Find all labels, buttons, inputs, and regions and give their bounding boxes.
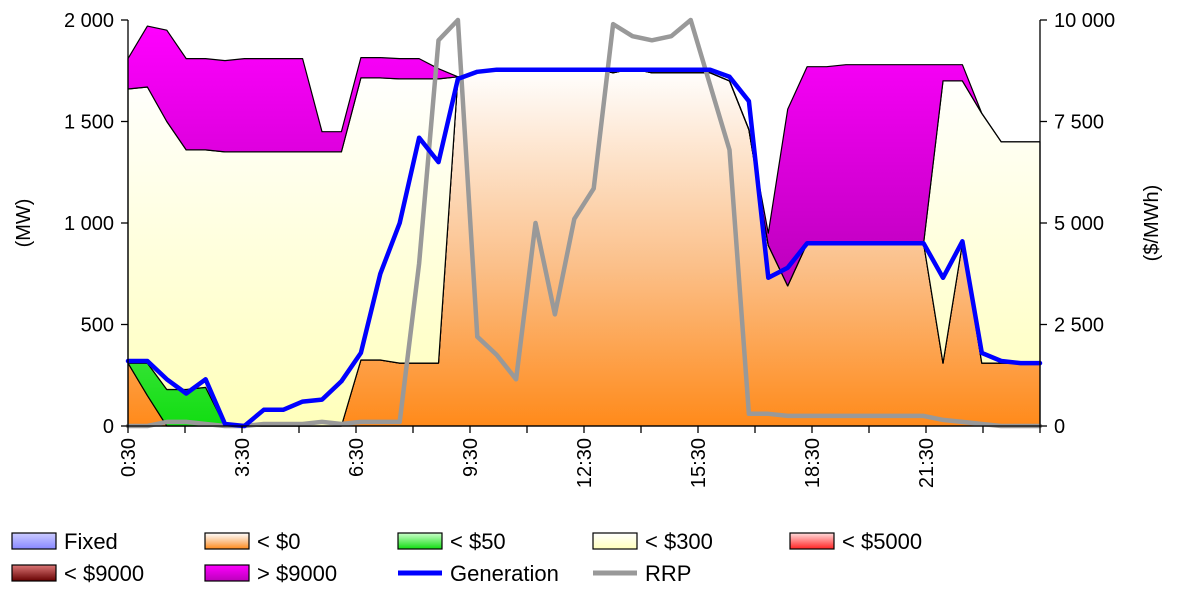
line-rrp	[125, 17, 1043, 429]
legend-item-lt-9000: < $9000	[11, 561, 144, 586]
y-tick-label-left: 2 000	[64, 10, 114, 32]
legend-label: Generation	[450, 561, 559, 586]
legend-swatch	[204, 532, 250, 550]
legend-item-lt-50: < $50	[397, 529, 506, 554]
legend-label: < $0	[257, 529, 300, 554]
x-tick-label: 21:30	[916, 438, 938, 488]
x-tick-label: 18:30	[802, 438, 824, 488]
y-axis-label-right: ($/MWh)	[1141, 185, 1163, 262]
x-tick-label: 15:30	[688, 438, 710, 488]
legend-swatch	[11, 564, 57, 582]
y-tick-label-left: 0	[103, 416, 114, 438]
y-axis-label-left: (MW)	[13, 199, 35, 248]
legend-swatch	[11, 532, 57, 550]
legend-label: > $9000	[257, 561, 337, 586]
x-tick-label: 3:30	[232, 438, 254, 477]
line-generation	[125, 67, 1043, 429]
x-tick-label: 9:30	[460, 438, 482, 477]
y-tick-label-left: 1 000	[64, 213, 114, 235]
x-tick-label: 12:30	[574, 438, 596, 488]
legend-label: < $50	[450, 529, 506, 554]
legend-item-gt-9000: > $9000	[204, 561, 337, 586]
legend-label: < $300	[645, 529, 713, 554]
legend-swatch	[789, 532, 835, 550]
y-tick-label-right: 7 500	[1054, 112, 1104, 134]
legend-label: RRP	[645, 561, 691, 586]
y-tick-label-right: 0	[1054, 416, 1065, 438]
y-tick-label-left: 1 500	[64, 112, 114, 134]
y-tick-label-right: 2 500	[1054, 315, 1104, 337]
legend-item-lt-5000: < $5000	[789, 529, 922, 554]
legend-item-fixed: Fixed	[11, 529, 118, 554]
legend-item-generation: Generation	[398, 561, 559, 586]
legend-swatch	[592, 532, 638, 550]
legend-label: < $5000	[842, 529, 922, 554]
legend-label: Fixed	[64, 529, 118, 554]
legend: Fixed < $0 < $50 < $300 < $5000 < $9000 > $900…	[11, 529, 922, 586]
legend-label: < $9000	[64, 561, 144, 586]
legend-item-lt-0: < $0	[204, 529, 300, 554]
legend-item-lt-300: < $300	[592, 529, 713, 554]
y-tick-label-right: 5 000	[1054, 213, 1104, 235]
plot-lines	[125, 17, 1043, 429]
legend-swatch	[397, 532, 443, 550]
plot-areas	[127, 25, 1041, 427]
y-tick-label-right: 10 000	[1054, 10, 1115, 32]
legend-swatch	[204, 564, 250, 582]
axes: 0 500 1 000 1 500 2 000 0 2 500 5 000 7 500 10 00…	[13, 10, 1163, 488]
legend-item-rrp: RRP	[593, 561, 691, 586]
y-tick-label-left: 500	[81, 315, 114, 337]
x-tick-label: 6:30	[346, 438, 368, 477]
x-tick-label: 0:30	[118, 438, 140, 477]
